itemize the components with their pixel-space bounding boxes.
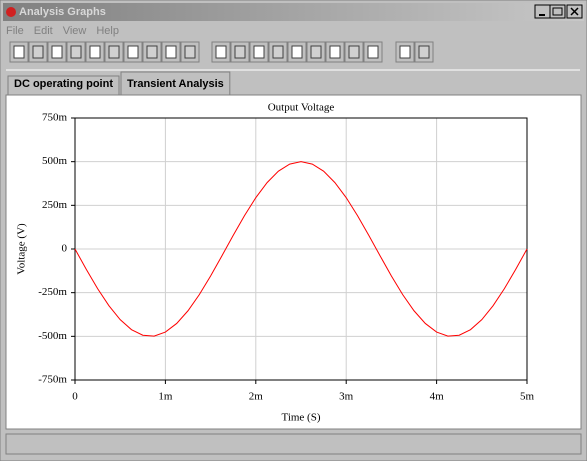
toolbar-icon: [399, 45, 411, 59]
menu-bar: File Edit View Help: [6, 25, 119, 37]
y-tick-label: 500m: [42, 155, 68, 167]
maximize-icon: [552, 7, 563, 16]
toolbar: [9, 41, 434, 63]
x-axis-label: Time (S): [281, 412, 320, 424]
tab-label: DC operating point: [14, 78, 113, 90]
minimize-button[interactable]: [534, 4, 551, 19]
plot-area: -750m -500m -250m 0 250m 500m 750m 0 1m 2m 3m 4m 5m: [38, 112, 534, 403]
toolbar-icon: [127, 45, 139, 59]
x-tick-label: 2m: [249, 391, 264, 403]
graph-panel: [5, 94, 582, 430]
menu-item[interactable]: Edit: [34, 25, 53, 37]
toolbar-icon: [418, 45, 430, 59]
window-title: Analysis Graphs: [19, 6, 106, 18]
toolbar-icon: [272, 45, 284, 59]
toolbar-icon: [32, 45, 44, 59]
tab[interactable]: Transient Analysis: [120, 71, 231, 96]
toolbar-icon: [367, 45, 379, 59]
x-tick-label: 0: [72, 391, 78, 403]
toolbar-icon: [165, 45, 177, 59]
toolbar-icon: [13, 45, 25, 59]
x-tick-label: 5m: [520, 391, 535, 403]
y-tick-label: -250m: [38, 286, 67, 298]
x-tick-label: 1m: [158, 391, 173, 403]
toolbar-icon: [253, 45, 265, 59]
y-axis-label: Voltage (V): [16, 223, 28, 275]
y-tick-label: 0: [62, 243, 68, 255]
toolbar-icon: [184, 45, 196, 59]
menu-item[interactable]: View: [63, 25, 87, 37]
app-icon: [6, 7, 16, 17]
toolbar-icon: [291, 45, 303, 59]
toolbar-icon: [146, 45, 158, 59]
tab-label: Transient Analysis: [127, 78, 224, 90]
toolbar-icon: [70, 45, 82, 59]
maximize-button[interactable]: [549, 4, 566, 19]
window-buttons[interactable]: [534, 4, 583, 19]
status-bar: [5, 433, 582, 455]
y-tick-label: -750m: [38, 374, 67, 386]
y-tick-label: 750m: [42, 112, 68, 124]
toolbar-icon: [310, 45, 322, 59]
chart-title: Output Voltage: [268, 102, 335, 114]
toolbar-icon: [348, 45, 360, 59]
toolbar-icon: [89, 45, 101, 59]
toolbar-icon: [108, 45, 120, 59]
menu-item[interactable]: Help: [96, 25, 119, 37]
toolbar-icon: [329, 45, 341, 59]
toolbar-icon: [215, 45, 227, 59]
toolbar-icon: [234, 45, 246, 59]
tab[interactable]: DC operating point: [7, 75, 120, 96]
toolbar-icon: [51, 45, 63, 59]
title-bar: [3, 3, 584, 21]
x-tick-label: 4m: [430, 391, 445, 403]
y-tick-label: -500m: [38, 330, 67, 342]
x-tick-label: 3m: [339, 391, 354, 403]
y-tick-label: 250m: [42, 199, 68, 211]
data-line: [74, 161, 528, 337]
close-icon: [570, 7, 579, 16]
menu-item[interactable]: File: [6, 25, 24, 37]
